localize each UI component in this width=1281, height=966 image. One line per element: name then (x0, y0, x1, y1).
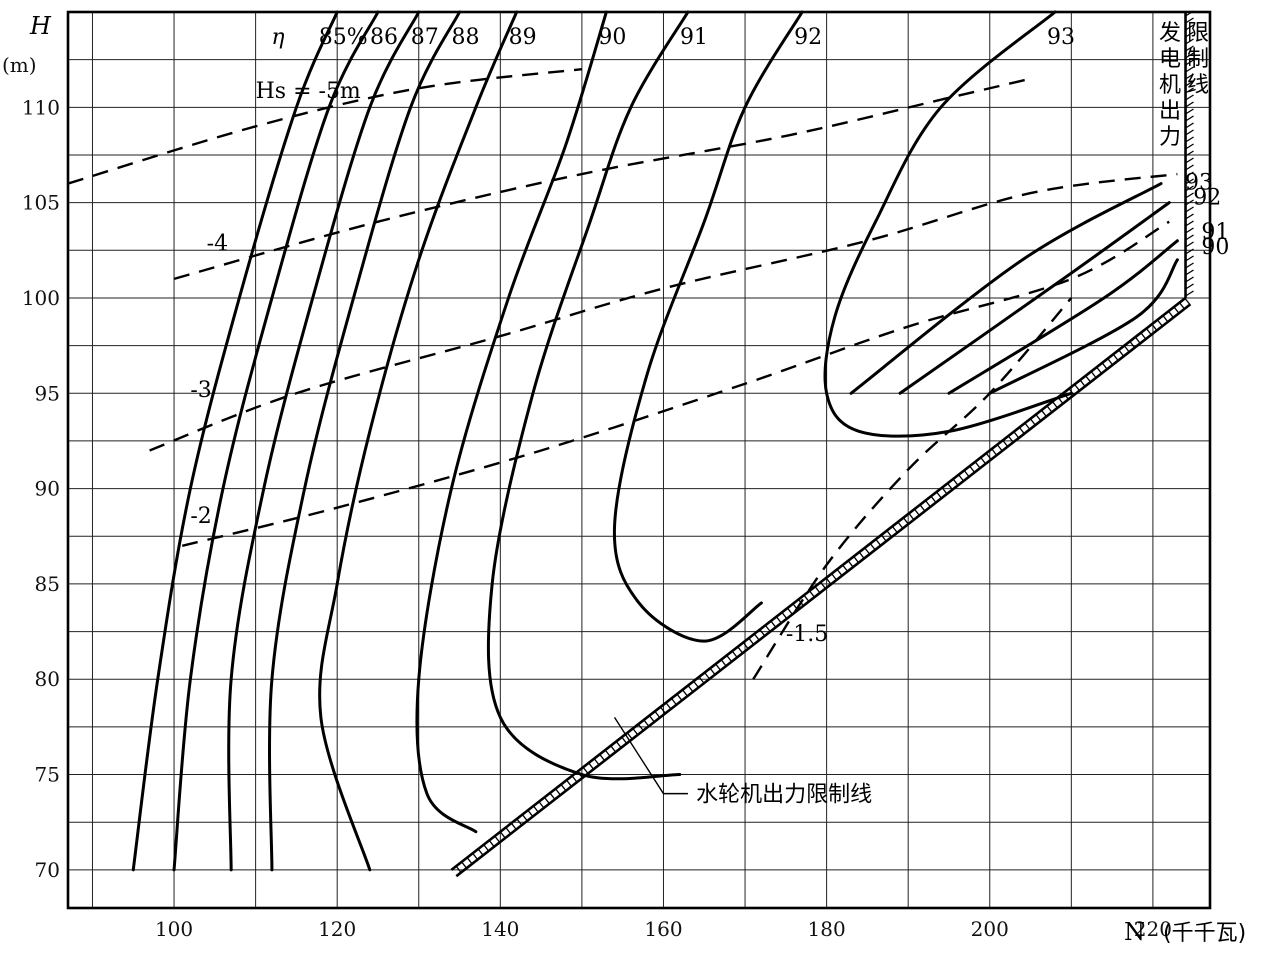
suction-height-label: -3 (190, 378, 211, 403)
suction-height-label: Hs = -5m (256, 79, 361, 104)
svg-text:制: 制 (1187, 47, 1209, 72)
efficiency-label: 91 (680, 25, 708, 50)
efficiency-label-right: 90 (1201, 235, 1229, 260)
chart-labels: 100 120 140 160 180 200 220 70 75 80 85 90 95 100 105 1… (2, 12, 1246, 946)
grid-lines (68, 11, 1210, 908)
svg-text:电: 电 (1159, 47, 1181, 72)
efficiency-contour (318, 10, 519, 872)
svg-text:出: 出 (1159, 99, 1181, 124)
efficiency-contour (612, 10, 804, 643)
suction-height-label: -2 (190, 504, 211, 529)
efficiency-label: 92 (794, 25, 822, 50)
svg-text:发: 发 (1159, 21, 1181, 46)
y-tick-label: 100 (22, 286, 60, 310)
suction-height-label: -1.5 (786, 622, 828, 647)
x-tick-label: 180 (808, 917, 846, 941)
suction-height-line (149, 172, 1178, 452)
y-tick-label: 110 (22, 95, 60, 119)
y-axis-title: H (29, 12, 52, 40)
efficiency-label: 88 (452, 25, 480, 50)
x-tick-label: 100 (155, 917, 193, 941)
y-tick-label: 90 (35, 477, 60, 501)
efficiency-contour (268, 10, 462, 872)
output-limit-lines (450, 10, 1194, 878)
y-tick-label: 80 (35, 667, 60, 691)
x-tick-label: 200 (971, 917, 1009, 941)
x-axis-unit: (千千瓦) (1163, 921, 1246, 946)
efficiency-contour-right (898, 201, 1171, 395)
efficiency-contour (131, 10, 339, 872)
efficiency-label: 86 (370, 25, 398, 50)
efficiency-contour-right (849, 182, 1163, 395)
y-tick-label: 85 (35, 572, 60, 596)
suction-height-line (67, 67, 583, 185)
suction-height-line (181, 220, 1170, 547)
x-axis-title: N (1124, 918, 1145, 946)
efficiency-contour-right (947, 239, 1179, 395)
y-tick-label: 105 (22, 191, 60, 215)
efficiency-contour (227, 10, 421, 872)
svg-text:限: 限 (1187, 21, 1209, 46)
efficiency-label: 90 (598, 25, 626, 50)
x-tick-label: 120 (318, 917, 356, 941)
efficiency-symbol: η (271, 25, 284, 50)
suction-height-label: -4 (207, 231, 228, 256)
turbine-limit-hatching (455, 297, 1191, 873)
x-tick-label: 140 (481, 917, 519, 941)
efficiency-contour-right (988, 258, 1179, 395)
turbine-limit-leader (613, 716, 688, 795)
y-tick-label: 95 (35, 381, 60, 405)
efficiency-label: 89 (509, 25, 537, 50)
svg-text:机: 机 (1159, 73, 1181, 98)
turbine-limit-label: 水轮机出力限制线 (696, 783, 872, 808)
suction-height-line (752, 297, 1073, 680)
generator-limit-hatching (1185, 10, 1194, 297)
suction-height-line (173, 77, 1031, 281)
efficiency-label-right: 92 (1193, 186, 1221, 211)
efficiency-label-right: 93 (1185, 171, 1213, 196)
svg-text:力: 力 (1159, 125, 1181, 150)
efficiency-label: 93 (1047, 25, 1075, 50)
efficiency-label: 85% (319, 25, 368, 50)
plot-frame (66, 10, 1212, 910)
efficiency-label-right: 91 (1201, 220, 1229, 245)
efficiency-contour (486, 10, 690, 781)
x-tick-label: 160 (644, 917, 682, 941)
efficiency-contour (415, 10, 608, 834)
svg-text:线: 线 (1187, 73, 1209, 98)
suction-height-lines (67, 67, 1178, 680)
efficiency-label: 87 (411, 25, 439, 50)
y-tick-label: 75 (35, 763, 60, 787)
y-axis-unit: (m) (2, 53, 37, 77)
y-tick-label: 70 (35, 858, 60, 882)
x-tick-label: 220 (1134, 917, 1172, 941)
